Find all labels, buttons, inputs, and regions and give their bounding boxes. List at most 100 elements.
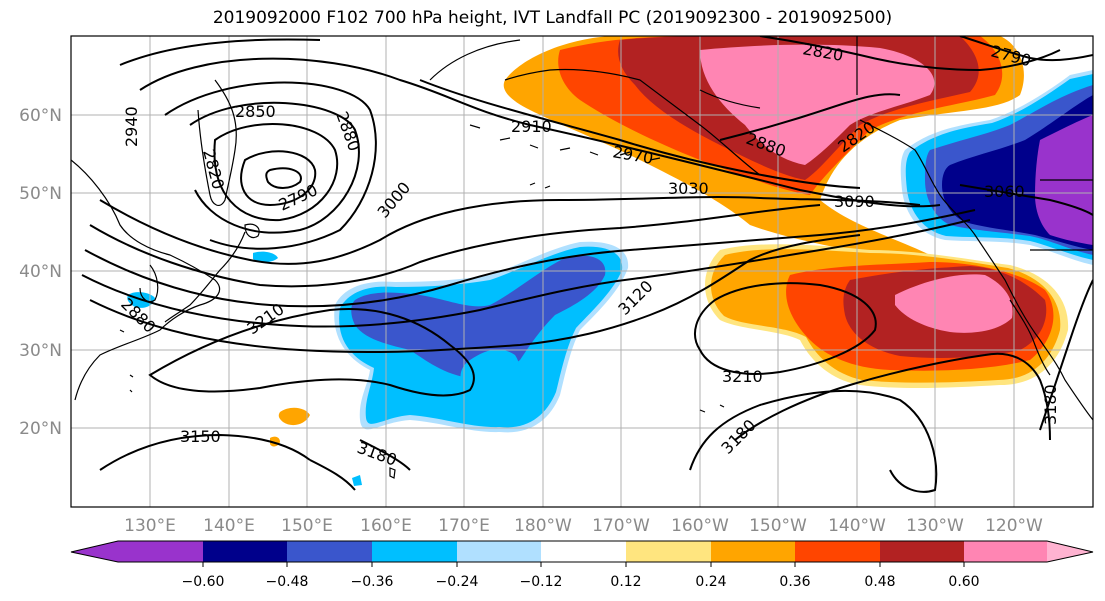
colorbar-ticks [202, 562, 965, 567]
figure-title: 2019092000 F102 700 hPa height, IVT Land… [212, 8, 893, 28]
colorbar-extend-low [71, 541, 118, 562]
small-spot-2 [278, 407, 310, 426]
contour-label: 2940 [122, 106, 141, 147]
small-spot-4 [253, 251, 278, 263]
negative-anomaly-central-dark [460, 349, 521, 402]
lon-label: 140°E [203, 516, 255, 536]
contour-2880 [189, 101, 360, 234]
contour-east-ridge [689, 389, 938, 493]
lon-label: 170°E [438, 516, 490, 536]
contour-2880-east [719, 93, 901, 141]
colorbar-tick-label: −0.12 [520, 574, 563, 590]
contour-2940 [139, 57, 941, 208]
lat-label-40n: 40°N [19, 262, 62, 282]
colorbar-segment [118, 541, 203, 562]
contour-label: 3030 [668, 179, 709, 198]
colorbar-tick-label: 0.36 [779, 574, 810, 590]
colorbar-tick-label: −0.36 [351, 574, 394, 590]
negative-anomaly-central-mid [351, 255, 606, 379]
lat-label-50n: 50°N [19, 184, 62, 204]
contour-3180-west [309, 439, 411, 491]
coast-baja [1009, 299, 1051, 376]
coast-aleutians [469, 124, 661, 161]
coast-japan [164, 231, 246, 323]
contour-3180-east [734, 352, 1051, 441]
coast-asia [71, 159, 221, 401]
contour-label: 2850 [235, 102, 276, 121]
longitude-labels: 130°E 140°E 150°E 160°E 170°E 180°W 170°… [124, 516, 1043, 536]
colorbar-segment [541, 541, 626, 562]
colorbar-segment [795, 541, 880, 562]
lon-label: 160°E [360, 516, 412, 536]
contour-2910 [164, 81, 377, 250]
map-frame [70, 35, 1094, 508]
islands-pacific [119, 182, 725, 413]
lon-label: 180°W [514, 516, 572, 536]
colorbar-segment [880, 541, 964, 562]
colorbar-tick-label: −0.48 [266, 574, 309, 590]
contour-3030 [89, 204, 821, 288]
coast-kamchatka [197, 79, 237, 207]
map-panel [71, 36, 1093, 507]
colorbar-tick-label: 0.24 [695, 574, 726, 590]
small-spot-5 [352, 475, 362, 486]
contour-label: 3060 [984, 182, 1025, 201]
contour-2820-east [759, 36, 1061, 72]
lon-label: 120°W [985, 516, 1043, 536]
colorbar-segment [964, 541, 1047, 562]
lon-label: 160°W [671, 516, 729, 536]
lon-label: 130°W [906, 516, 964, 536]
colorbar-segment [372, 541, 457, 562]
contour-2850-low [213, 123, 339, 222]
colorbar-tick-label: −0.60 [182, 574, 225, 590]
lon-label: 170°W [592, 516, 650, 536]
contour-label: 3210 [722, 367, 763, 386]
contour-label: 3150 [180, 427, 221, 446]
border-us-canada [856, 36, 1093, 251]
contour-3210-west [148, 308, 475, 397]
lon-label: 140°W [828, 516, 886, 536]
contour-3120 [89, 234, 861, 354]
colorbar-segment [203, 541, 287, 562]
contour-3210-east [694, 282, 877, 375]
positive-anomaly-alaska-pink [700, 44, 935, 165]
contour-3090 [81, 219, 971, 328]
contour-2820-low [240, 150, 317, 207]
colorbar-tick-label: 0.60 [948, 574, 979, 590]
latitude-labels: 60°N 50°N 40°N 30°N 20°N [19, 106, 62, 439]
coast-hokkaido [244, 223, 260, 239]
colorbar-tick-label: 0.12 [610, 574, 641, 590]
coast-hawaii [389, 467, 396, 479]
colorbar-tick-label: 0.48 [864, 574, 895, 590]
lon-label: 130°E [124, 516, 176, 536]
coast-namerica [859, 119, 1093, 421]
lat-label-20n: 20°N [19, 419, 62, 439]
contour-2970 [119, 38, 861, 189]
height-contours [81, 36, 1093, 493]
contour-3060-east [959, 184, 1093, 216]
colorbar-segment [457, 541, 541, 562]
colorbar-tick-label: −0.24 [436, 574, 479, 590]
contour-3180-pnw [1039, 279, 1093, 431]
lat-label-30n: 30°N [19, 341, 62, 361]
colorbar-extend-high [1047, 541, 1093, 562]
contour-label: 3090 [834, 192, 875, 211]
colorbar-segment [626, 541, 711, 562]
contour-3060 [84, 209, 976, 308]
contour-2790-east [959, 36, 1093, 62]
contour-label: 3180 [1041, 384, 1060, 425]
colorbar-segment [711, 541, 795, 562]
ivt-shading [127, 36, 1093, 486]
graticule [71, 36, 1093, 507]
lat-label-60n: 60°N [19, 106, 62, 126]
colorbar-segment [287, 541, 372, 562]
contour-3000 [99, 196, 921, 265]
contour-3150 [99, 433, 311, 471]
contour-2790-low [265, 167, 302, 189]
positive-anomaly-east-pink [895, 274, 1013, 333]
lon-label: 150°E [281, 516, 333, 536]
coast-alaska [429, 39, 761, 176]
coast-korea [139, 264, 159, 303]
colorbar-outline [70, 540, 1094, 563]
